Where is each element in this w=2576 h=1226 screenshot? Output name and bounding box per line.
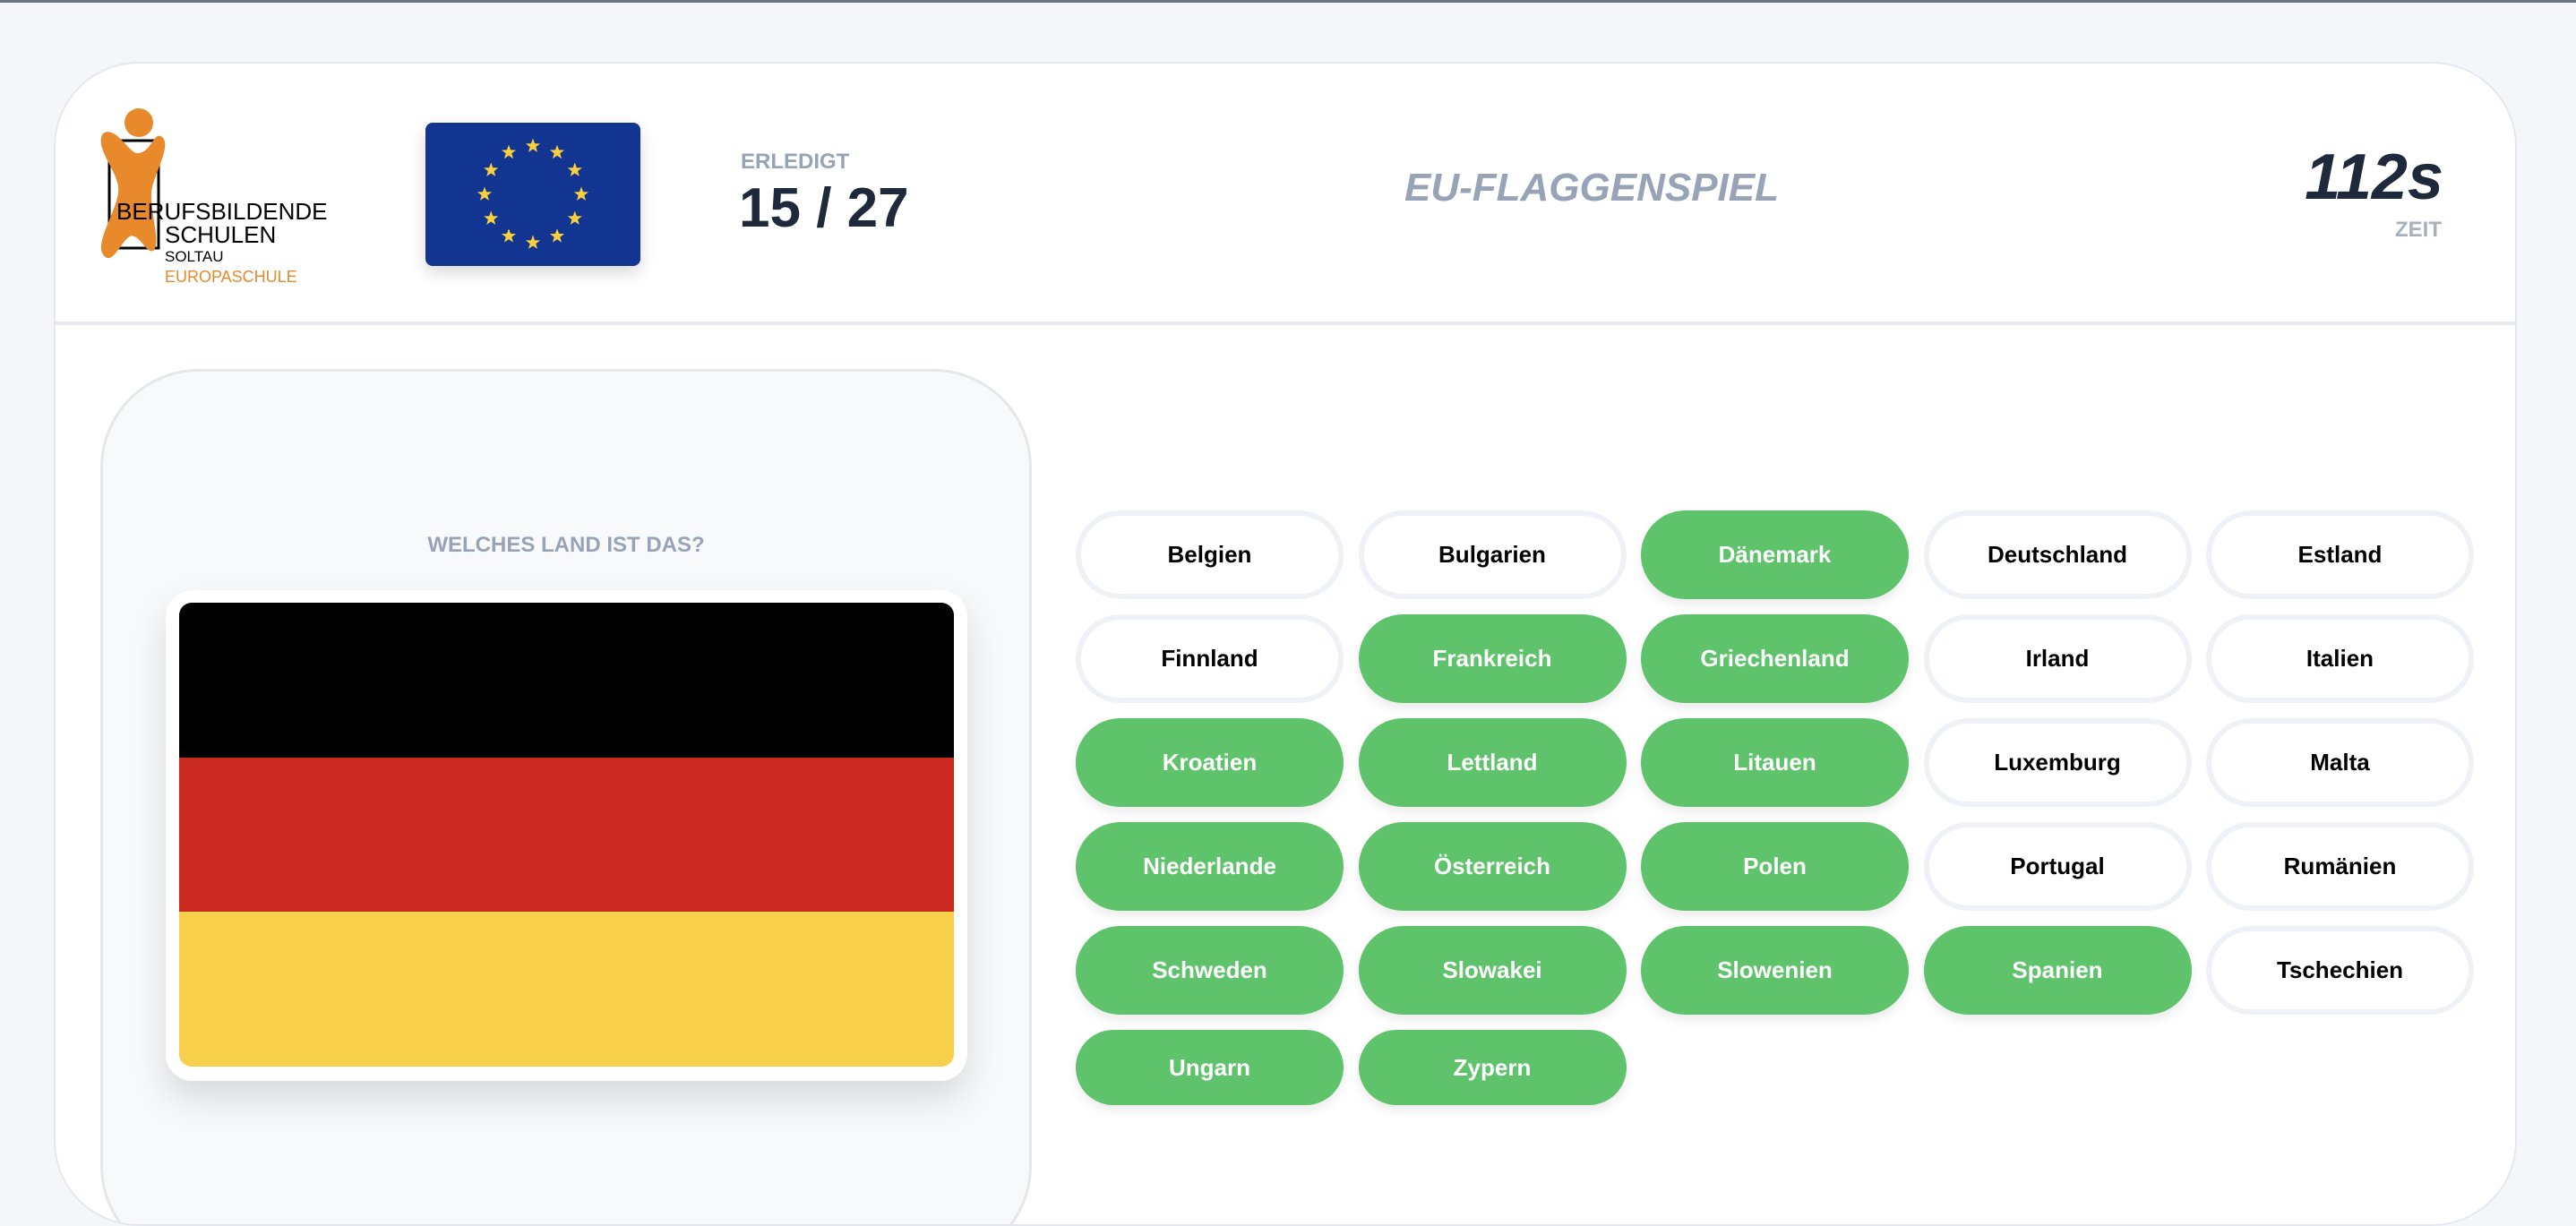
current-flag <box>179 603 954 1067</box>
eu-flag <box>425 123 640 266</box>
star-icon <box>567 210 582 225</box>
school-logo: BERUFSBILDENDE SCHULEN SOLTAU EUROPASCHU… <box>99 107 367 286</box>
star-icon <box>573 186 589 201</box>
country-button[interactable]: Portugal <box>1923 822 2192 911</box>
progress-label: ERLEDIGT <box>741 150 850 174</box>
flag-stripe-1 <box>179 603 954 758</box>
country-button[interactable]: Estland <box>2206 510 2474 599</box>
country-button[interactable]: Polen <box>1641 822 1909 911</box>
country-button[interactable]: Litauen <box>1641 718 1909 807</box>
logo-line-2: SCHULEN <box>165 221 277 248</box>
progress-value: 15 / 27 <box>739 177 909 239</box>
star-icon <box>549 144 565 159</box>
country-button[interactable]: Niederlande <box>1076 822 1344 911</box>
logo-line-4: EUROPASCHULE <box>165 268 297 286</box>
question-label: WELCHES LAND IST DAS? <box>427 533 705 557</box>
timer-value: 112s <box>2305 141 2443 213</box>
country-button[interactable]: Rumänien <box>2206 822 2474 911</box>
star-icon <box>549 228 565 243</box>
logo-line-1: BERUFSBILDENDE <box>116 198 328 225</box>
star-icon <box>525 235 541 249</box>
country-button[interactable]: Luxemburg <box>1923 718 2192 807</box>
logo-line-3: SOLTAU <box>165 248 224 265</box>
country-button[interactable]: Malta <box>2206 718 2474 807</box>
header-divider <box>56 322 2515 325</box>
country-button[interactable]: Österreich <box>1358 822 1627 911</box>
figure-icon <box>100 108 166 259</box>
star-icon <box>477 186 493 201</box>
star-icon <box>484 210 499 225</box>
star-icon <box>525 138 541 152</box>
country-button[interactable]: Finnland <box>1076 614 1344 703</box>
country-button[interactable]: Bulgarien <box>1358 510 1627 599</box>
flag-frame <box>166 590 967 1081</box>
country-button[interactable]: Italien <box>2206 614 2474 703</box>
country-button[interactable]: Schweden <box>1076 926 1344 1015</box>
country-button[interactable]: Belgien <box>1076 510 1344 599</box>
country-button[interactable]: Slowenien <box>1641 926 1909 1015</box>
page-title: EU-FLAGGENSPIEL <box>1404 166 1780 210</box>
country-button[interactable]: Lettland <box>1358 718 1627 807</box>
country-button[interactable]: Irland <box>1923 614 2192 703</box>
star-icon <box>484 162 499 176</box>
country-button[interactable]: Griechenland <box>1641 614 1909 703</box>
country-button[interactable]: Slowakei <box>1358 926 1627 1015</box>
flag-panel: WELCHES LAND IST DAS? <box>100 369 1032 1224</box>
country-button[interactable]: Kroatien <box>1076 718 1344 807</box>
country-button[interactable]: Spanien <box>1923 926 2192 1015</box>
star-icon <box>501 144 517 159</box>
star-icon <box>501 228 517 243</box>
country-button[interactable]: Ungarn <box>1076 1030 1344 1105</box>
timer-label: ZEIT <box>2395 218 2442 242</box>
eu-stars-icon <box>477 138 589 249</box>
flag-stripe-3 <box>179 912 954 1067</box>
country-button[interactable]: Zypern <box>1358 1030 1627 1105</box>
country-button[interactable]: Frankreich <box>1358 614 1627 703</box>
country-button[interactable]: Tschechien <box>2206 926 2474 1015</box>
flag-stripe-2 <box>179 757 954 913</box>
game-card: BERUFSBILDENDE SCHULEN SOLTAU EUROPASCHU… <box>54 62 2517 1226</box>
country-button[interactable]: Dänemark <box>1641 510 1909 599</box>
star-icon <box>567 162 582 176</box>
country-button[interactable]: Deutschland <box>1923 510 2192 599</box>
